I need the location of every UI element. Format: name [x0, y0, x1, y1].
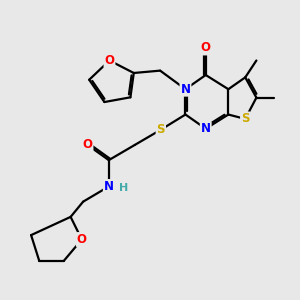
Text: H: H — [119, 183, 129, 193]
Text: O: O — [82, 138, 92, 152]
Text: S: S — [157, 123, 165, 136]
Text: N: N — [104, 180, 114, 193]
Text: N: N — [201, 122, 211, 135]
Text: O: O — [201, 41, 211, 55]
Text: S: S — [241, 112, 250, 125]
Text: O: O — [104, 54, 115, 67]
Text: N: N — [181, 83, 190, 96]
Text: O: O — [77, 233, 87, 246]
